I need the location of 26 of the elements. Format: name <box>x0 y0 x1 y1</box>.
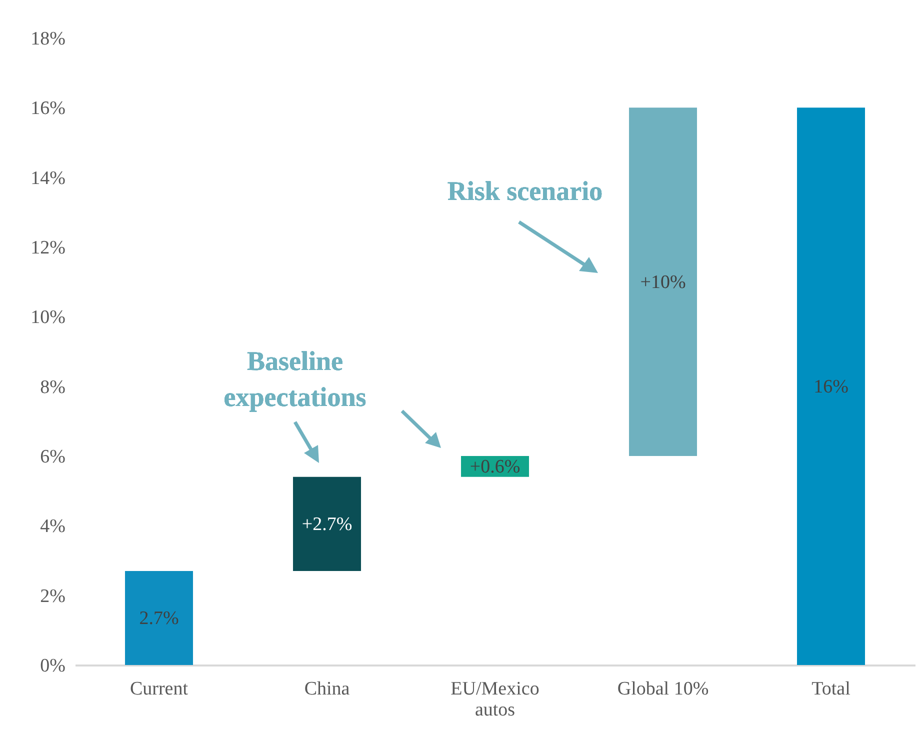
x-tick-label: China <box>304 678 350 700</box>
y-tick-label: 16% <box>30 98 66 120</box>
x-tick-label: Global 10% <box>617 678 709 700</box>
bar <box>629 108 697 456</box>
bar <box>797 108 865 665</box>
y-tick-label: 18% <box>30 28 66 50</box>
y-tick-label: 2% <box>40 586 66 607</box>
x-tick-label: Current <box>130 678 189 700</box>
data-label: +10% <box>640 272 686 293</box>
data-label: +0.6% <box>470 456 520 478</box>
x-tick-label: EU/Mexico autos <box>450 678 540 720</box>
data-label: 2.7% <box>139 608 179 629</box>
y-tick-label: 14% <box>30 168 66 189</box>
annotation: Risk scenario <box>447 176 603 206</box>
x-tick-label: Total <box>812 678 850 700</box>
data-label: +2.7% <box>302 514 352 535</box>
bar <box>125 570 193 665</box>
y-tick-label: 12% <box>30 238 66 258</box>
y-tick-label: 6% <box>40 446 66 468</box>
data-label: 16% <box>814 376 849 398</box>
y-tick-label: 4% <box>40 516 66 538</box>
annotation: Baseline expectations <box>224 346 366 412</box>
y-tick-label: 10% <box>30 307 66 328</box>
y-tick-label: 0% <box>40 656 66 676</box>
y-tick-label: 8% <box>40 376 66 398</box>
bar <box>293 476 361 571</box>
